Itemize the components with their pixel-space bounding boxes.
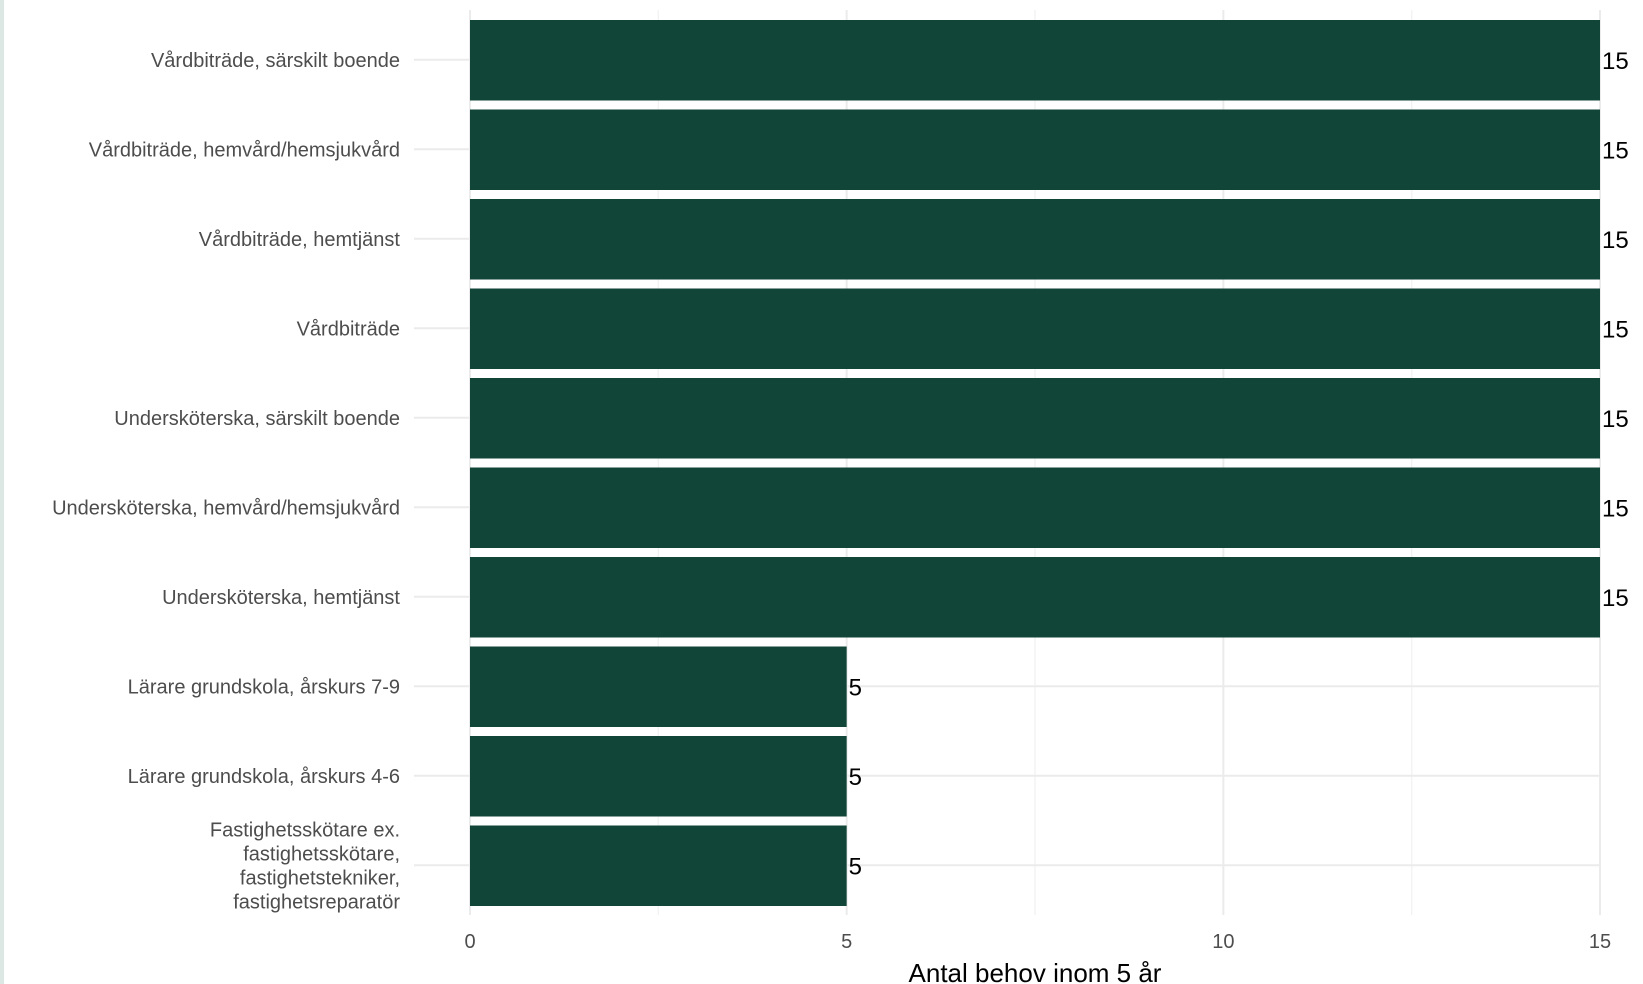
category-label-line: Undersköterska, hemvård/hemsjukvård [52, 497, 400, 519]
category-label: Lärare grundskola, årskurs 4-6 [128, 766, 400, 788]
bar-value-label: 5 [849, 853, 862, 880]
category-label: Vårdbiträde [297, 318, 400, 340]
category-label-line: Vårdbiträde, hemvård/hemsjukvård [89, 139, 400, 161]
category-label-line: Lärare grundskola, årskurs 7-9 [128, 676, 400, 698]
bar [470, 467, 1600, 548]
category-label: Lärare grundskola, årskurs 7-9 [128, 676, 400, 698]
category-label: Vårdbiträde, särskilt boende [151, 50, 400, 72]
bar [470, 288, 1600, 369]
category-label-line: fastighetsreparatör [233, 891, 400, 913]
bar-value-label: 15 [1602, 227, 1629, 254]
category-label-line: fastighetsskötare, [243, 843, 400, 865]
bar-value-label: 15 [1602, 406, 1629, 433]
bar [470, 199, 1600, 280]
bar-value-label: 5 [849, 674, 862, 701]
bar [470, 557, 1600, 638]
bars [470, 20, 1600, 906]
bar-value-label: 15 [1602, 137, 1629, 164]
x-axis-tick-labels: 0 5 10 15 [464, 931, 1611, 953]
x-axis-title: Antal behov inom 5 år [909, 958, 1162, 984]
x-tick-label: 5 [841, 931, 852, 953]
category-label-line: Undersköterska, hemtjänst [162, 587, 400, 609]
category-label: Fastighetsskötare ex. fastighetsskötare, f… [210, 819, 400, 913]
category-label-line: Vårdbiträde, särskilt boende [151, 50, 400, 72]
bar [470, 378, 1600, 459]
category-label-line: Vårdbiträde, hemtjänst [199, 229, 401, 251]
x-tick-label: 15 [1589, 931, 1611, 953]
bar [470, 109, 1600, 190]
category-label-line: fastighetstekniker, [240, 867, 400, 889]
bar-value-label: 15 [1602, 316, 1629, 343]
bar [470, 736, 847, 817]
category-label-line: Vårdbiträde [297, 318, 400, 340]
category-label: Vårdbiträde, hemtjänst [199, 229, 401, 251]
category-label-line: Undersköterska, särskilt boende [114, 408, 400, 430]
bar-value-label: 15 [1602, 495, 1629, 522]
bar [470, 646, 847, 727]
left-edge-rule [0, 0, 4, 984]
category-label-line: Fastighetsskötare ex. [210, 819, 400, 841]
data-labels: 15 15 15 15 15 15 15 5 5 5 [849, 48, 1629, 881]
bar [470, 825, 847, 906]
category-label: Vårdbiträde, hemvård/hemsjukvård [89, 139, 400, 161]
bar-value-label: 15 [1602, 585, 1629, 612]
bar-value-label: 15 [1602, 48, 1629, 75]
y-axis-tick-labels: Vårdbiträde, särskilt boende Vårdbiträde,… [52, 50, 400, 914]
category-label-line: Lärare grundskola, årskurs 4-6 [128, 766, 400, 788]
category-label: Undersköterska, särskilt boende [114, 408, 400, 430]
category-label: Undersköterska, hemtjänst [162, 587, 400, 609]
x-tick-label: 10 [1212, 931, 1234, 953]
bar-value-label: 5 [849, 764, 862, 791]
x-tick-label: 0 [464, 931, 475, 953]
bar [470, 20, 1600, 101]
category-label: Undersköterska, hemvård/hemsjukvård [52, 497, 400, 519]
